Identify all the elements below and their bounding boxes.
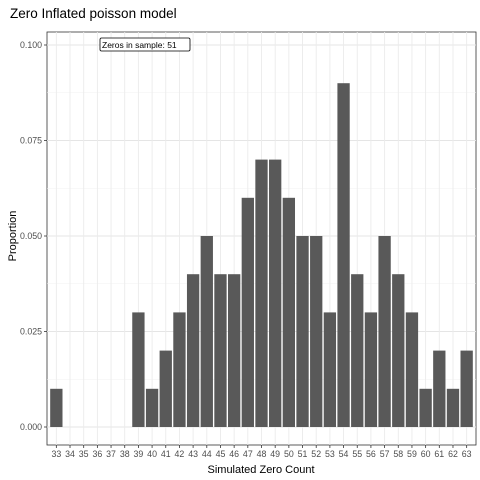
x-tick-label: 40 bbox=[147, 449, 157, 459]
x-tick-label: 54 bbox=[339, 449, 349, 459]
bar-40 bbox=[145, 388, 159, 427]
x-tick-label: 39 bbox=[134, 449, 144, 459]
x-tick-label: 55 bbox=[352, 449, 362, 459]
y-axis-title: Proportion bbox=[7, 211, 19, 262]
x-tick-label: 61 bbox=[434, 449, 444, 459]
bar-62 bbox=[446, 388, 460, 427]
bar-59 bbox=[405, 312, 419, 427]
x-tick-label: 45 bbox=[216, 449, 226, 459]
bar-58 bbox=[392, 274, 405, 427]
x-tick-label: 57 bbox=[380, 449, 390, 459]
x-tick-label: 51 bbox=[298, 449, 308, 459]
bar-42 bbox=[173, 312, 186, 427]
x-tick-label: 38 bbox=[120, 449, 130, 459]
bar-41 bbox=[159, 350, 172, 427]
x-tick-label: 50 bbox=[284, 449, 294, 459]
x-tick-label: 58 bbox=[393, 449, 403, 459]
bar-61 bbox=[433, 350, 446, 427]
x-tick-label: 43 bbox=[188, 449, 198, 459]
bar-46 bbox=[227, 274, 241, 427]
y-tick-label: 0.000 bbox=[20, 422, 42, 432]
bar-52 bbox=[310, 236, 323, 427]
bar-49 bbox=[269, 159, 282, 427]
y-tick-label: 0.025 bbox=[20, 327, 42, 337]
bar-44 bbox=[200, 236, 213, 427]
bar-48 bbox=[255, 159, 268, 427]
bar-63 bbox=[460, 350, 473, 427]
x-tick-label: 41 bbox=[161, 449, 171, 459]
bar-57 bbox=[378, 236, 391, 427]
x-tick-label: 46 bbox=[229, 449, 239, 459]
y-axis: 0.000 0.025 0.050 0.075 0.100 bbox=[20, 40, 47, 432]
bars bbox=[50, 83, 473, 427]
x-tick-label: 63 bbox=[462, 449, 472, 459]
bar-60 bbox=[419, 388, 432, 427]
x-tick-label: 48 bbox=[257, 449, 267, 459]
x-tick-label: 60 bbox=[421, 449, 431, 459]
bar-39 bbox=[132, 312, 145, 427]
x-tick-label: 56 bbox=[366, 449, 376, 459]
bar-54 bbox=[337, 83, 350, 427]
annotation-box: Zeros in sample: 51 bbox=[99, 37, 191, 52]
x-tick-label: 59 bbox=[407, 449, 417, 459]
x-tick-label: 47 bbox=[243, 449, 253, 459]
bar-33 bbox=[50, 388, 63, 427]
chart-title: Zero Inflated poisson model bbox=[10, 6, 177, 21]
bar-55 bbox=[351, 274, 364, 427]
bar-56 bbox=[364, 312, 378, 427]
x-tick-label: 62 bbox=[448, 449, 458, 459]
x-tick-label: 49 bbox=[270, 449, 280, 459]
annotation-frame bbox=[99, 37, 191, 52]
bar-50 bbox=[282, 197, 296, 427]
bar-47 bbox=[241, 197, 254, 427]
annotation-label: Zeros in sample: 51 bbox=[102, 40, 177, 50]
x-tick-label: 34 bbox=[65, 449, 75, 459]
x-tick-label: 44 bbox=[202, 449, 212, 459]
x-tick-label: 33 bbox=[51, 449, 61, 459]
bar-43 bbox=[186, 274, 200, 427]
bar-53 bbox=[323, 312, 337, 427]
bar-45 bbox=[214, 274, 227, 427]
x-axis-title: Simulated Zero Count bbox=[208, 464, 315, 476]
y-tick-label: 0.075 bbox=[20, 136, 42, 146]
x-axis: 33 34 35 36 37 38 39 40 41 42 43 44 45 46 47 48 49 50 51 52… bbox=[51, 445, 472, 459]
y-tick-label: 0.050 bbox=[20, 231, 42, 241]
bar-51 bbox=[296, 236, 309, 427]
y-tick-label: 0.100 bbox=[20, 40, 42, 50]
x-tick-label: 35 bbox=[79, 449, 89, 459]
x-tick-label: 37 bbox=[106, 449, 116, 459]
x-tick-label: 53 bbox=[325, 449, 335, 459]
x-tick-label: 36 bbox=[92, 449, 102, 459]
x-tick-label: 42 bbox=[175, 449, 185, 459]
x-tick-label: 52 bbox=[311, 449, 321, 459]
